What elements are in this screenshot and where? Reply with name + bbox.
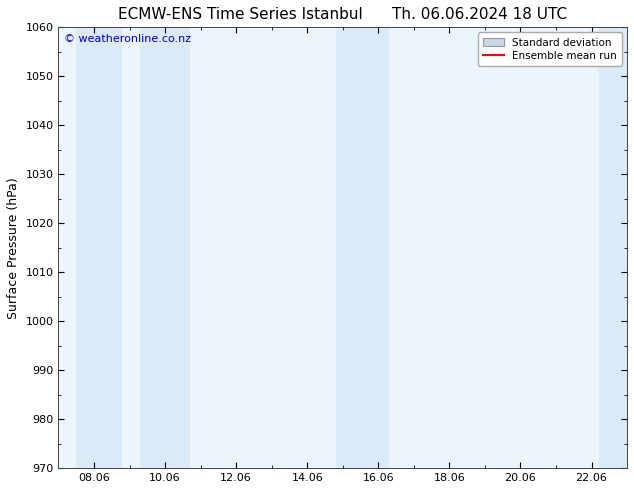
Bar [76, 27, 122, 468]
Title: ECMW-ENS Time Series Istanbul      Th. 06.06.2024 18 UTC: ECMW-ENS Time Series Istanbul Th. 06.06.… [118, 7, 567, 22]
Legend: Standard deviation, Ensemble mean run: Standard deviation, Ensemble mean run [477, 32, 622, 66]
Text: © weatheronline.co.nz: © weatheronline.co.nz [64, 34, 191, 44]
Y-axis label: Surface Pressure (hPa): Surface Pressure (hPa) [7, 177, 20, 318]
Bar [598, 27, 631, 468]
Bar [335, 27, 389, 468]
Bar [140, 27, 190, 468]
